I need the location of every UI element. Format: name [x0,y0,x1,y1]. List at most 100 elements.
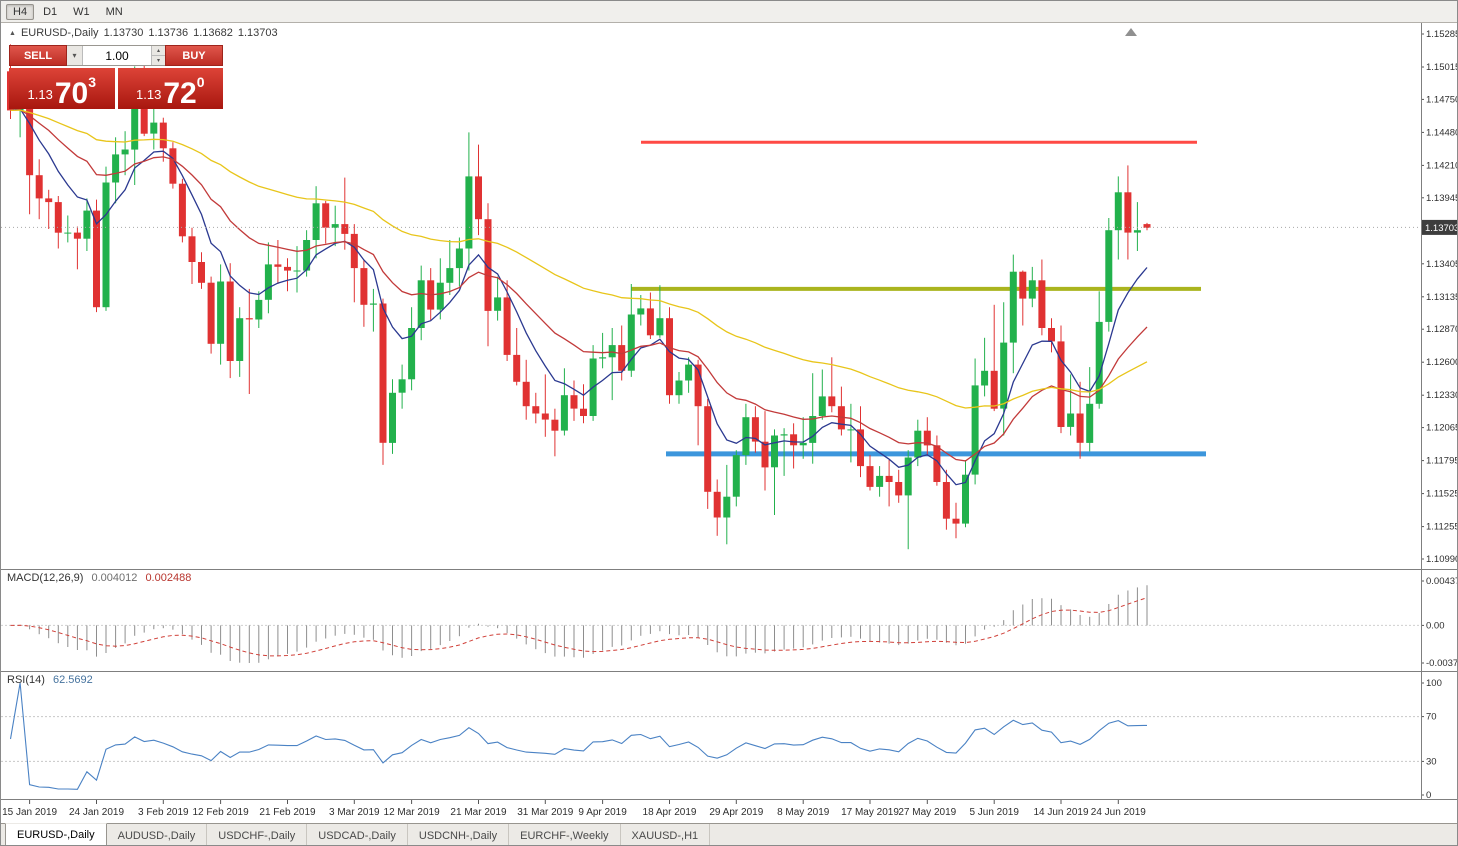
svg-text:3 Mar 2019: 3 Mar 2019 [329,807,380,818]
rsi-indicator-label: RSI(14) 62.5692 [7,674,93,686]
svg-text:1.14750: 1.14750 [1426,94,1458,105]
svg-text:1.13135: 1.13135 [1426,292,1458,303]
symbol-tab-xauusd-h1[interactable]: XAUUSD-,H1 [621,824,711,845]
svg-text:30: 30 [1426,756,1437,767]
ask-point: 0 [196,74,205,90]
svg-text:1.13405: 1.13405 [1426,259,1458,270]
symbol-tab-usdchf-daily[interactable]: USDCHF-,Daily [207,824,308,845]
volume-dropdown-icon[interactable]: ▾ [67,46,83,65]
svg-text:70: 70 [1426,712,1437,723]
sell-button[interactable]: SELL [9,45,67,66]
svg-text:0: 0 [1426,790,1431,801]
rsi-value: 62.5692 [52,674,93,686]
svg-text:-0.003712: -0.003712 [1426,658,1458,669]
tab-label: USDCAD-,Daily [318,829,396,842]
current-price-badge: 1.13703 [1421,219,1458,235]
symbol-tab-usdcnh-daily[interactable]: USDCNH-,Daily [408,824,510,845]
svg-text:1.14480: 1.14480 [1426,127,1458,138]
svg-text:9 Apr 2019: 9 Apr 2019 [578,807,627,818]
svg-text:8 May 2019: 8 May 2019 [777,807,830,818]
svg-text:1.14210: 1.14210 [1426,160,1458,171]
chart-shift-icon[interactable] [1125,28,1137,36]
ohlc-high: 1.13736 [148,27,189,39]
svg-text:24 Jan 2019: 24 Jan 2019 [69,807,124,818]
timeframe-toolbar: H4 D1 W1 MN [1,1,1457,23]
symbol-tab-eurchf-weekly[interactable]: EURCHF-,Weekly [509,824,621,845]
svg-text:1.12870: 1.12870 [1426,324,1458,335]
ohlc-close: 1.13703 [237,27,278,39]
macd-signal-value: 0.002488 [145,572,192,584]
symbol-tab-eurusd-daily[interactable]: EURUSD-,Daily [5,823,107,845]
bid-point: 3 [88,74,96,90]
svg-text:0.004375: 0.004375 [1426,576,1458,587]
tab-label: USDCHF-,Daily [218,829,296,842]
svg-text:1.15015: 1.15015 [1426,62,1458,73]
one-click-toggle-icon[interactable]: ▲ [9,29,16,37]
svg-text:3 Feb 2019: 3 Feb 2019 [138,807,189,818]
ask-price-display[interactable]: 1.13 72 0 [117,68,223,110]
ask-main: 1.13 [136,87,162,102]
timeframe-button-mn[interactable]: MN [105,5,123,18]
volume-spinner: ▴ ▾ [151,46,165,65]
svg-text:0.00: 0.00 [1426,620,1445,631]
ma-fast-blue-line [10,108,1148,486]
rsi-title: RSI(14) [7,674,45,686]
svg-text:18 Apr 2019: 18 Apr 2019 [643,807,697,818]
timeframe-button-d1[interactable]: D1 [43,5,58,18]
buy-button[interactable]: BUY [165,45,223,66]
bid-main: 1.13 [27,87,53,102]
chart-title: ▲ EURUSD-,Daily 1.13730 1.13736 1.13682 … [9,27,278,39]
tab-label: USDCNH-,Daily [418,829,498,842]
svg-text:1.12600: 1.12600 [1426,357,1458,368]
chart-background[interactable] [1,23,1458,823]
svg-text:5 Jun 2019: 5 Jun 2019 [969,807,1019,818]
volume-down-icon[interactable]: ▾ [152,56,165,65]
svg-text:1.12330: 1.12330 [1426,390,1458,401]
ohlc-low: 1.13682 [193,27,233,39]
svg-text:17 May 2019: 17 May 2019 [841,807,899,818]
svg-text:21 Mar 2019: 21 Mar 2019 [450,807,507,818]
tab-label: XAUUSD-,H1 [631,829,699,842]
ask-pips: 72 [163,76,197,110]
svg-text:1.13703: 1.13703 [1425,223,1458,234]
ma-slow-yellow-line [10,109,1148,409]
svg-text:1.13945: 1.13945 [1426,193,1458,204]
svg-text:1.11795: 1.11795 [1426,456,1458,467]
svg-text:14 Jun 2019: 14 Jun 2019 [1033,807,1088,818]
time-axis[interactable]: 15 Jan 2019 24 Jan 2019 3 Feb 2019 12 Feb 2… [2,799,1146,818]
timeframe-button-h4[interactable]: H4 [6,3,35,20]
volume-input[interactable] [83,46,151,65]
symbol-tab-usdcad-daily[interactable]: USDCAD-,Daily [307,824,408,845]
svg-text:1.10990: 1.10990 [1426,554,1458,565]
symbol-label: EURUSD-,Daily [20,27,99,39]
bid-price-display[interactable]: 1.13 70 3 [9,68,115,109]
timeframe-button-w1[interactable]: W1 [73,5,90,18]
tab-label: EURCHF-,Weekly [520,829,609,842]
macd-title: MACD(12,26,9) [7,572,84,584]
svg-text:1.12065: 1.12065 [1426,423,1458,434]
rsi-line [9,682,1148,790]
svg-text:1.15285: 1.15285 [1426,29,1458,40]
symbol-tab-audusd-daily[interactable]: AUDUSD-,Daily [107,824,208,845]
svg-text:1.11525: 1.11525 [1426,489,1458,500]
ma-mid-red-line [10,109,1148,462]
svg-text:21 Feb 2019: 21 Feb 2019 [259,807,316,818]
tab-label: AUDUSD-,Daily [117,829,196,842]
svg-text:27 May 2019: 27 May 2019 [898,807,956,818]
svg-text:100: 100 [1426,678,1442,689]
svg-text:12 Feb 2019: 12 Feb 2019 [193,807,250,818]
svg-text:29 Apr 2019: 29 Apr 2019 [709,807,763,818]
svg-text:15 Jan 2019: 15 Jan 2019 [2,807,57,818]
svg-text:31 Mar 2019: 31 Mar 2019 [517,807,574,818]
svg-text:24 Jun 2019: 24 Jun 2019 [1091,807,1146,818]
svg-text:12 Mar 2019: 12 Mar 2019 [384,807,441,818]
svg-text:1.11255: 1.11255 [1426,522,1458,533]
macd-histogram [19,585,1148,663]
price-axis[interactable]: 1.15285 1.15015 1.14750 1.14480 1.14210 1.139… [1421,29,1458,565]
ohlc-open: 1.13730 [103,27,144,39]
volume-up-icon[interactable]: ▴ [152,46,165,56]
tab-label: EURUSD-,Daily [17,829,95,841]
macd-signal-line [10,597,1148,657]
